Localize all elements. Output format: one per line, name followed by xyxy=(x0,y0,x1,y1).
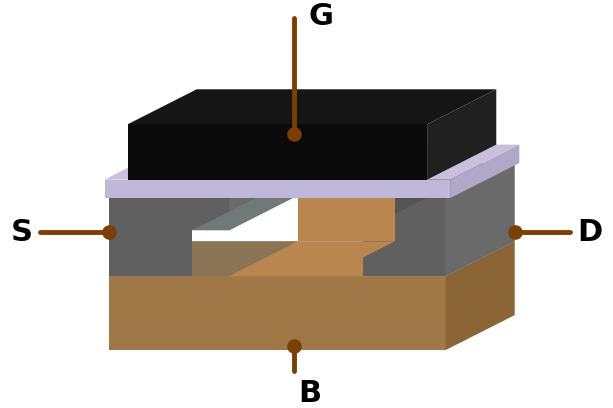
Point xyxy=(510,229,520,235)
Polygon shape xyxy=(326,195,432,230)
Polygon shape xyxy=(128,124,427,180)
Polygon shape xyxy=(298,163,395,242)
Polygon shape xyxy=(450,144,519,198)
Polygon shape xyxy=(446,163,515,276)
Polygon shape xyxy=(192,195,298,230)
Point xyxy=(289,130,299,137)
Polygon shape xyxy=(128,89,497,124)
Polygon shape xyxy=(229,276,326,350)
Polygon shape xyxy=(105,144,519,180)
Polygon shape xyxy=(109,163,298,198)
Point xyxy=(289,342,299,349)
Polygon shape xyxy=(326,163,395,230)
Polygon shape xyxy=(229,163,298,230)
Polygon shape xyxy=(326,198,446,276)
Text: S: S xyxy=(10,217,32,247)
Text: B: B xyxy=(298,379,321,408)
Text: G: G xyxy=(308,2,333,31)
Polygon shape xyxy=(109,242,298,276)
Polygon shape xyxy=(109,198,229,276)
Point xyxy=(104,229,114,235)
Polygon shape xyxy=(109,276,446,350)
Polygon shape xyxy=(427,89,497,180)
Polygon shape xyxy=(326,163,515,198)
Polygon shape xyxy=(229,242,395,276)
Polygon shape xyxy=(446,242,515,350)
Polygon shape xyxy=(109,242,515,276)
Text: D: D xyxy=(577,217,603,247)
Polygon shape xyxy=(105,180,450,198)
